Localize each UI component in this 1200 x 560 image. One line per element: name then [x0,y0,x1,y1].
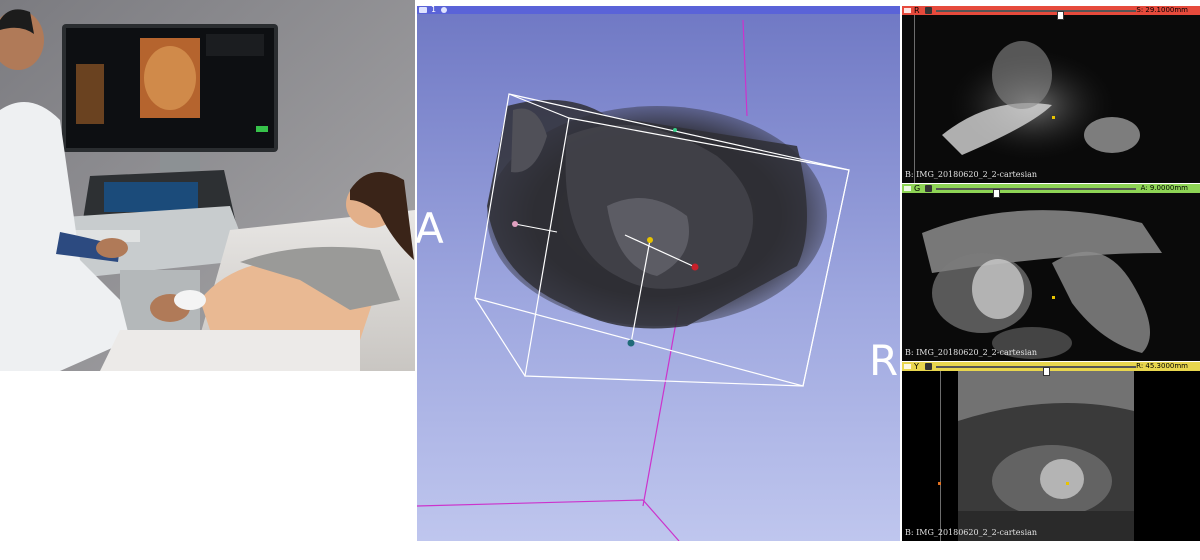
slice-controller-bar-yellow[interactable]: Y R: 45.3000mm [902,362,1200,376]
slice-offset-value: A: 9.0000mm [1140,184,1188,192]
volume-label: B: IMG_20180620_2_2-cartesian [905,528,1038,537]
crosshair-dot [1052,296,1055,299]
link-icon[interactable] [925,363,932,370]
link-icon[interactable] [441,7,447,13]
slider-handle[interactable] [1043,367,1050,376]
crosshair-marker-orange [938,482,941,485]
link-icon[interactable] [925,185,932,192]
pin-icon[interactable] [904,364,911,369]
slice-controller-bar-red[interactable]: R S: 29.1000mm [902,6,1200,20]
ultrasound-scene-illustration [0,0,415,371]
volume-rendering [417,19,850,541]
view-number: 1 [431,6,437,14]
volume-label: B: IMG_20180620_2_2-cartesian [905,170,1038,179]
crosshair-dot [1066,482,1069,485]
pin-icon[interactable] [904,186,911,191]
slice-offset-value: R: 45.3000mm [1136,362,1188,370]
slice-controller-bar-green[interactable]: G A: 9.0000mm [902,184,1200,198]
sagittal-slice-image [902,371,1200,541]
slice-letter: R [914,6,920,15]
axial-slice-image [902,15,1200,183]
pin-icon[interactable] [419,7,427,13]
ultrasound-scene-photo [0,0,415,371]
crosshair-dot [1052,116,1055,119]
slice-intersection-line [642,305,680,507]
slice-offset-slider[interactable] [936,10,1136,20]
slice-intersection-line [742,19,748,117]
fiducial-marker-green [673,128,677,132]
pin-icon[interactable] [904,8,911,13]
slice-letter: Y [914,362,919,371]
coronal-slice-image [902,193,1200,361]
fiducial-marker-yellow [647,237,653,243]
fiducial-marker-red [691,263,699,271]
slider-handle[interactable] [993,189,1000,198]
slice-view-yellow[interactable]: Y R: 45.3000mm B: IMG_20180620_2_2-carte… [902,362,1200,541]
orientation-label-anterior: A [417,204,444,253]
link-icon[interactable] [925,7,932,14]
slice-offset-slider[interactable] [936,366,1136,376]
3d-view-controller-bar[interactable]: 1 [417,6,900,14]
3d-render-view[interactable]: 1 [417,6,900,541]
crosshair-line [914,15,915,183]
slice-letter: G [914,184,921,193]
slice-intersection-line [642,499,680,541]
volume-label: B: IMG_20180620_2_2-cartesian [905,348,1038,357]
slice-offset-value: S: 29.1000mm [1136,6,1188,14]
roi-bounding-box [474,93,850,387]
slice-offset-slider[interactable] [936,188,1136,198]
slider-handle[interactable] [1057,11,1064,20]
fiducial-marker-pink [512,221,518,227]
fiducial-marker-teal [627,339,635,347]
slice-view-green[interactable]: G A: 9.0000mm B: IMG_20180620_2_2-cartes… [902,184,1200,361]
slice-intersection-line [417,499,644,507]
crosshair-line [940,371,941,541]
orientation-label-right: R [869,336,899,385]
slice-view-red[interactable]: R S: 29.1000mm B: IMG_20180620_2_2-carte… [902,6,1200,183]
